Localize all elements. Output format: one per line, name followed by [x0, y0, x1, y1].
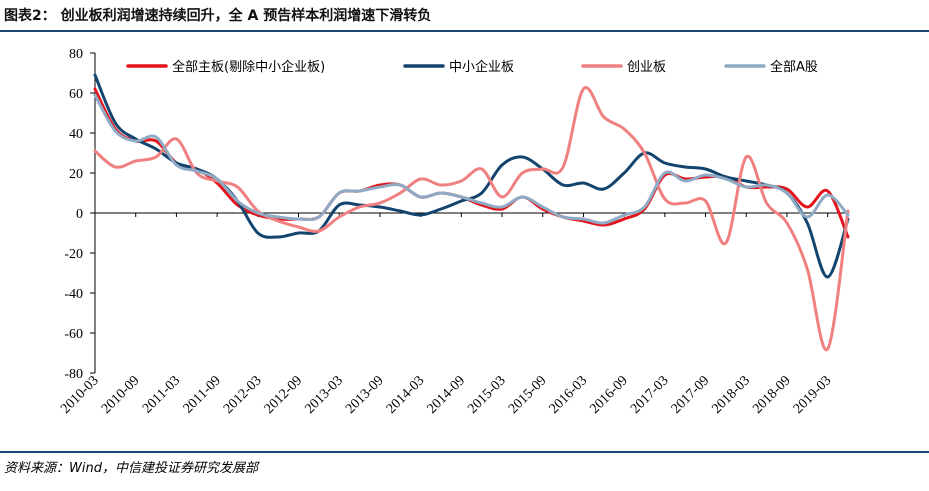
x-tick-label: 2017-03	[628, 373, 672, 417]
x-tick-label: 2012-09	[262, 373, 306, 417]
x-tick-label: 2018-03	[709, 373, 753, 417]
top-divider	[0, 30, 929, 32]
y-tick-label: 40	[69, 127, 83, 142]
chart-legend: 全部主板(剔除中小企业板) 中小企业板 创业板 全部A股	[126, 59, 818, 75]
x-tick-label: 2016-03	[547, 373, 591, 417]
x-tick-label: 2017-09	[669, 373, 713, 417]
bottom-divider	[0, 451, 929, 453]
y-tick-label: 60	[69, 87, 83, 102]
x-tick-label: 2015-03	[465, 373, 509, 417]
legend-label: 中小企业板	[449, 59, 514, 75]
legend-label: 全部主板(剔除中小企业板)	[172, 59, 325, 75]
y-tick-label: 20	[69, 167, 83, 182]
series-lines	[93, 73, 850, 352]
y-tick-label: -40	[64, 287, 83, 302]
legend-label: 创业板	[627, 60, 666, 75]
x-tick-label: 2019-03	[791, 373, 835, 417]
series-line-all-a-shares	[93, 93, 850, 225]
x-tick-label: 2018-09	[750, 373, 794, 417]
x-tick-label: 2013-09	[343, 373, 387, 417]
x-tick-label: 2011-09	[181, 373, 224, 416]
x-tick-label: 2014-09	[425, 373, 469, 417]
y-tick-label: 80	[69, 47, 83, 62]
series-line-chinext	[93, 86, 850, 352]
x-tick-label: 2015-09	[506, 373, 550, 417]
x-tick-label: 2016-09	[587, 373, 631, 417]
y-tick-label: -60	[64, 327, 83, 342]
x-tick-label: 2014-03	[384, 373, 428, 417]
chart-title: 图表2： 创业板利润增速持续回升，全 A 预告样本利润增速下滑转负	[4, 8, 432, 24]
y-tick-label: -20	[64, 247, 83, 262]
source-note: 资料来源：Wind，中信建投证券研究发展部	[4, 461, 258, 476]
line-chart: 806040200-20-40-60-802010-032010-092011-…	[58, 47, 850, 417]
x-tick-label: 2012-03	[221, 373, 265, 417]
legend-label: 全部A股	[770, 59, 818, 75]
y-tick-label: 0	[76, 207, 83, 222]
x-tick-label: 2013-03	[302, 373, 346, 417]
x-tick-label: 2010-09	[99, 373, 143, 417]
x-tick-label: 2011-03	[140, 373, 183, 416]
y-tick-label: -80	[64, 367, 83, 382]
series-line-main-board	[93, 87, 850, 239]
